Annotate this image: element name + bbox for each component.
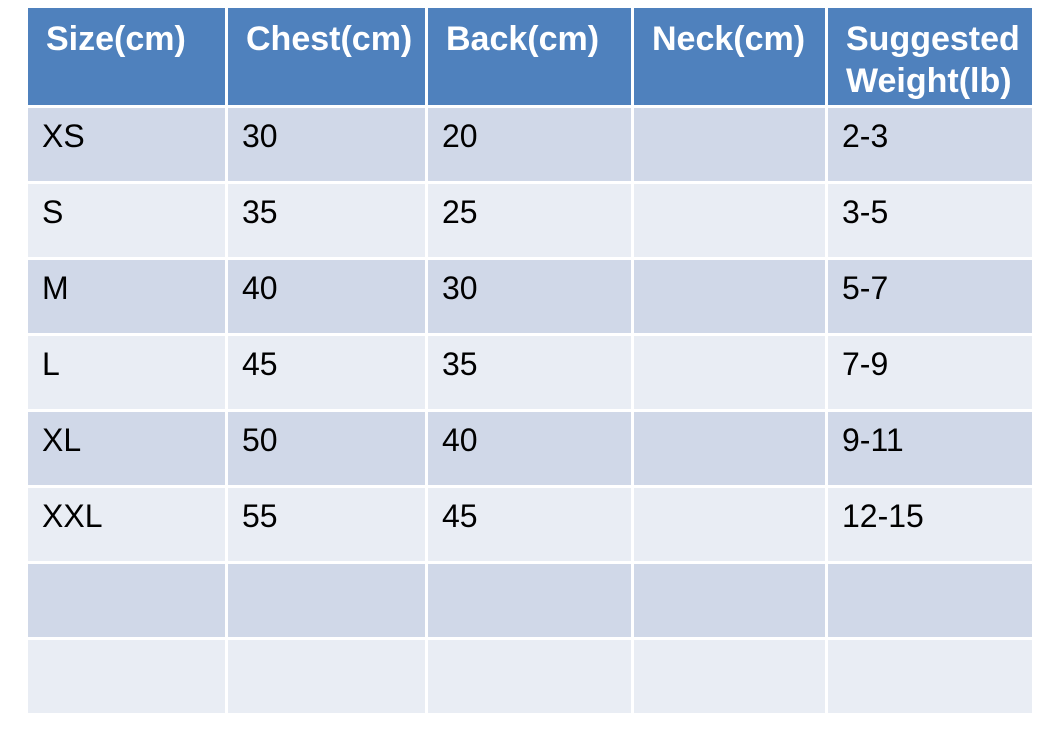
cell-size: XL <box>25 409 228 488</box>
cell-weight <box>825 637 1035 716</box>
table-row: M 40 30 5-7 <box>25 257 1035 336</box>
table-row: XXL 55 45 12-15 <box>25 485 1035 564</box>
cell-weight: 7-9 <box>825 333 1035 412</box>
size-chart-table: Size(cm) Chest(cm) Back(cm) Neck(cm) Sug… <box>25 5 1035 716</box>
cell-size <box>25 637 228 716</box>
cell-weight: 3-5 <box>825 181 1035 260</box>
cell-weight: 2-3 <box>825 105 1035 184</box>
cell-back: 30 <box>425 257 634 336</box>
cell-neck <box>631 637 828 716</box>
cell-size <box>25 561 228 640</box>
cell-chest: 35 <box>225 181 428 260</box>
table-row: XL 50 40 9-11 <box>25 409 1035 488</box>
header-row: Size(cm) Chest(cm) Back(cm) Neck(cm) Sug… <box>25 5 1035 108</box>
header-neck: Neck(cm) <box>631 5 828 108</box>
cell-back <box>425 637 634 716</box>
cell-weight: 5-7 <box>825 257 1035 336</box>
cell-neck <box>631 105 828 184</box>
table-row: XS 30 20 2-3 <box>25 105 1035 184</box>
cell-neck <box>631 257 828 336</box>
cell-back: 20 <box>425 105 634 184</box>
cell-chest: 45 <box>225 333 428 412</box>
cell-chest <box>225 561 428 640</box>
cell-neck <box>631 485 828 564</box>
cell-weight: 12-15 <box>825 485 1035 564</box>
cell-weight <box>825 561 1035 640</box>
cell-size: S <box>25 181 228 260</box>
cell-chest: 50 <box>225 409 428 488</box>
cell-weight: 9-11 <box>825 409 1035 488</box>
cell-back: 25 <box>425 181 634 260</box>
cell-chest <box>225 637 428 716</box>
cell-chest: 40 <box>225 257 428 336</box>
cell-neck <box>631 561 828 640</box>
table-row: S 35 25 3-5 <box>25 181 1035 260</box>
table-row <box>25 561 1035 640</box>
header-suggested-weight: Suggested Weight(lb) <box>825 5 1035 108</box>
table-row <box>25 637 1035 716</box>
cell-size: XXL <box>25 485 228 564</box>
header-size: Size(cm) <box>25 5 228 108</box>
header-back: Back(cm) <box>425 5 634 108</box>
cell-back: 35 <box>425 333 634 412</box>
cell-neck <box>631 181 828 260</box>
cell-neck <box>631 333 828 412</box>
cell-size: L <box>25 333 228 412</box>
cell-chest: 30 <box>225 105 428 184</box>
header-chest: Chest(cm) <box>225 5 428 108</box>
cell-back: 40 <box>425 409 634 488</box>
cell-chest: 55 <box>225 485 428 564</box>
table-row: L 45 35 7-9 <box>25 333 1035 412</box>
cell-back: 45 <box>425 485 634 564</box>
cell-size: M <box>25 257 228 336</box>
cell-back <box>425 561 634 640</box>
cell-size: XS <box>25 105 228 184</box>
cell-neck <box>631 409 828 488</box>
